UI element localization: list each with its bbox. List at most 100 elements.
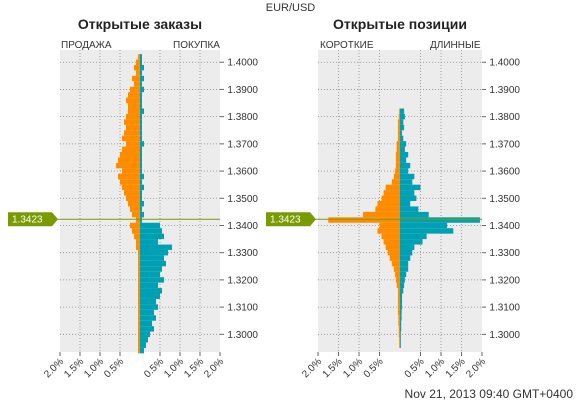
bar-buy (140, 320, 152, 327)
price-tick-label: 1.3900 (227, 85, 258, 96)
bar-long (400, 304, 403, 310)
bar-buy (140, 249, 168, 256)
bar-long (400, 337, 401, 343)
bar-long (400, 222, 448, 229)
bar-buy (140, 97, 142, 104)
x-tick-label: 0.5% (362, 356, 386, 380)
bar-buy (140, 288, 162, 294)
bar-buy (140, 157, 142, 163)
bar-sell (136, 244, 140, 250)
bar-short (397, 298, 400, 305)
x-tick-label: 1.5% (62, 356, 86, 380)
price-tick-label: 1.3000 (227, 330, 258, 341)
bar-short (328, 217, 400, 223)
bar-buy (140, 179, 142, 185)
bar-long (400, 233, 427, 240)
price-tick-label: 1.3200 (227, 275, 258, 286)
bar-sell (138, 255, 140, 261)
bar-buy (140, 152, 142, 158)
price-tick-label: 1.3500 (489, 194, 520, 205)
bar-long (400, 331, 401, 338)
bar-long (400, 173, 415, 180)
bar-buy (140, 184, 144, 191)
bar-buy (140, 239, 158, 245)
bar-long (400, 211, 429, 218)
bar-sell (124, 119, 140, 125)
bar-long (400, 168, 409, 174)
bar-long (400, 119, 404, 125)
bar-buy (140, 162, 142, 169)
bar-short (397, 135, 400, 142)
bar-short (397, 119, 400, 125)
bar-buy (140, 135, 142, 142)
bar-buy (140, 108, 144, 114)
bar-sell (138, 266, 140, 272)
bar-sell (138, 342, 140, 348)
bar-sell (138, 282, 140, 289)
bar-short (391, 179, 400, 185)
x-tick-label: 0.5% (142, 356, 166, 380)
bar-long (400, 244, 415, 250)
bar-sell (134, 64, 140, 71)
bar-buy (140, 64, 144, 71)
bar-short (397, 288, 400, 294)
bar-short (393, 266, 400, 272)
bar-long (400, 184, 421, 191)
bar-long (400, 260, 409, 267)
price-tick-label: 1.3600 (489, 167, 520, 178)
bar-sell (126, 141, 140, 147)
current-price-marker (8, 212, 58, 227)
bar-buy (140, 81, 142, 87)
price-tick-label: 1.4000 (489, 58, 520, 69)
bar-long (400, 157, 407, 163)
bar-buy (140, 337, 148, 343)
positions-long-label: ДЛИННЫЕ (430, 40, 481, 51)
bar-buy (140, 271, 160, 278)
bar-buy (140, 211, 144, 218)
bar-buy (140, 309, 154, 316)
bar-buy (140, 141, 144, 147)
bar-long (400, 249, 413, 256)
bar-long (400, 130, 403, 136)
bar-short (399, 342, 400, 348)
bar-sell (126, 195, 140, 201)
price-tick-label: 1.3400 (227, 221, 258, 232)
bar-long (400, 228, 454, 234)
bar-buy (140, 255, 164, 261)
bar-sell (128, 108, 140, 114)
bar-buy (140, 206, 142, 212)
x-tick-label: 1.5% (321, 356, 345, 380)
bar-buy (140, 119, 142, 125)
bar-sell (138, 277, 140, 283)
bar-long (400, 124, 405, 131)
bar-sell (136, 70, 140, 76)
positions-short-label: КОРОТКИЕ (320, 40, 374, 51)
bar-short (398, 315, 400, 321)
bar-short (395, 152, 400, 158)
bar-long (400, 217, 480, 223)
bar-long (400, 201, 411, 207)
price-tick-label: 1.3300 (489, 248, 520, 259)
bar-sell (118, 173, 140, 180)
bar-short (398, 113, 400, 120)
bar-short (395, 168, 400, 174)
bar-long (400, 146, 405, 153)
bar-short (399, 108, 400, 114)
x-tick-label: 1.0% (82, 356, 106, 380)
bar-sell (138, 304, 140, 310)
positions-panel-title: Открытые позиции (333, 16, 467, 32)
bar-buy (140, 75, 144, 82)
bar-short (385, 184, 400, 191)
bar-long (400, 255, 411, 261)
bar-short (387, 249, 400, 256)
bar-sell (138, 288, 140, 294)
bar-long (400, 320, 402, 327)
bar-sell (124, 130, 140, 136)
bar-long (400, 309, 402, 316)
bar-buy (140, 233, 164, 240)
current-price-marker (266, 212, 316, 227)
bar-short (383, 239, 400, 245)
bar-short (397, 304, 400, 310)
bar-short (363, 211, 400, 218)
bar-sell (138, 271, 140, 278)
